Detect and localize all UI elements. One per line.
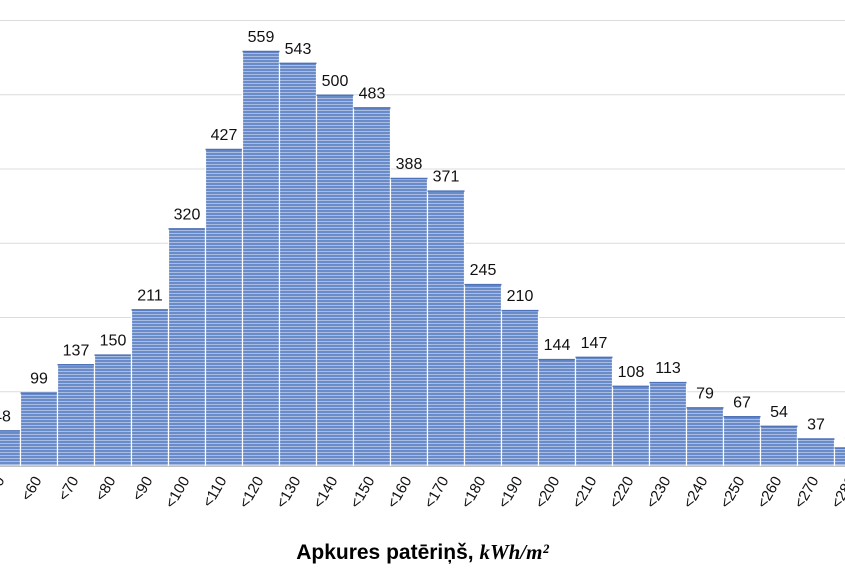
data-label: 113: [655, 360, 681, 377]
bar-<60: [19, 391, 59, 467]
x-tick-label: <100: [162, 474, 194, 512]
data-label: 54: [770, 404, 788, 421]
bar-<170: [426, 189, 466, 467]
x-tick-labels: <50 <60 <70 <80 <90 <100 <110 <120 <130 <140 <150 <…: [0, 474, 845, 512]
data-labels: 48 99 137 150 211 320 427 559 543 500 483 388 371 245…: [0, 29, 845, 442]
x-axis-title: Apkures patēriņš, kWh/m²: [0, 540, 845, 565]
bar-<220: [611, 385, 651, 467]
bar-<70: [56, 363, 96, 467]
data-label: 245: [470, 262, 497, 279]
bar-<160: [389, 177, 429, 467]
bar-<190: [500, 309, 540, 467]
data-label: 320: [174, 206, 201, 223]
data-label: 371: [433, 169, 460, 186]
data-label: 211: [137, 287, 163, 304]
data-label: 67: [733, 394, 751, 411]
x-tick-label: <270: [791, 474, 823, 512]
data-label: 99: [30, 371, 48, 388]
bar-<250: [722, 415, 762, 467]
x-tick-label: <190: [495, 474, 527, 512]
bar-<270: [796, 437, 836, 467]
bar-<280: [833, 446, 845, 467]
x-axis-title-unit: kWh/m²: [479, 540, 549, 564]
bar-<210: [574, 356, 614, 467]
data-label: 150: [100, 333, 127, 350]
x-tick-label: <210: [569, 474, 601, 512]
data-label: 37: [807, 417, 825, 434]
bar-<230: [648, 381, 688, 467]
x-tick-label: <280: [828, 474, 845, 512]
data-label: 79: [696, 385, 714, 402]
x-axis-title-text: Apkures patēriņš,: [296, 541, 474, 564]
x-tick-label: <50: [0, 474, 8, 505]
bars: [0, 50, 845, 467]
data-label: 483: [359, 85, 386, 102]
bar-<180: [463, 283, 503, 467]
bar-<260: [759, 425, 799, 467]
bar-<240: [685, 406, 725, 467]
data-label: 144: [544, 337, 571, 354]
data-label: 559: [248, 29, 275, 46]
bar-<90: [130, 308, 170, 467]
x-tick-label: <130: [273, 474, 305, 512]
data-label: 108: [618, 364, 645, 381]
x-tick-label: <120: [236, 474, 268, 512]
data-label: 388: [396, 156, 423, 173]
data-label: 210: [507, 288, 534, 305]
bar-<80: [93, 354, 133, 467]
x-tick-label: <200: [532, 474, 564, 512]
x-tick-label: <70: [55, 474, 82, 505]
data-label: 48: [0, 408, 11, 425]
bar-<50: [0, 429, 22, 467]
data-label: 137: [63, 342, 90, 359]
data-label: 543: [285, 41, 312, 58]
x-tick-label: <180: [458, 474, 490, 512]
x-tick-label: <220: [606, 474, 638, 512]
x-tick-label: <140: [310, 474, 342, 512]
bar-<150: [352, 106, 392, 467]
x-tick-label: <170: [421, 474, 453, 512]
x-tick-label: <80: [92, 474, 119, 505]
bar-<110: [204, 148, 244, 467]
x-tick-label: <260: [754, 474, 786, 512]
data-label: 500: [322, 73, 349, 90]
bar-<120: [241, 50, 281, 467]
x-tick-label: <250: [717, 474, 749, 512]
x-tick-label: <160: [384, 474, 416, 512]
x-tick-label: <240: [680, 474, 712, 512]
x-tick-label: <60: [18, 474, 45, 505]
bar-<130: [278, 62, 318, 467]
bar-<200: [537, 358, 577, 467]
x-tick-label: <110: [199, 474, 230, 511]
x-tick-label: <150: [347, 474, 379, 512]
bar-<100: [167, 227, 207, 467]
x-tick-label: <90: [129, 474, 156, 505]
data-label: 427: [211, 127, 238, 144]
data-label: 147: [581, 335, 608, 352]
bar-<140: [315, 94, 355, 467]
x-tick-label: <230: [643, 474, 675, 512]
